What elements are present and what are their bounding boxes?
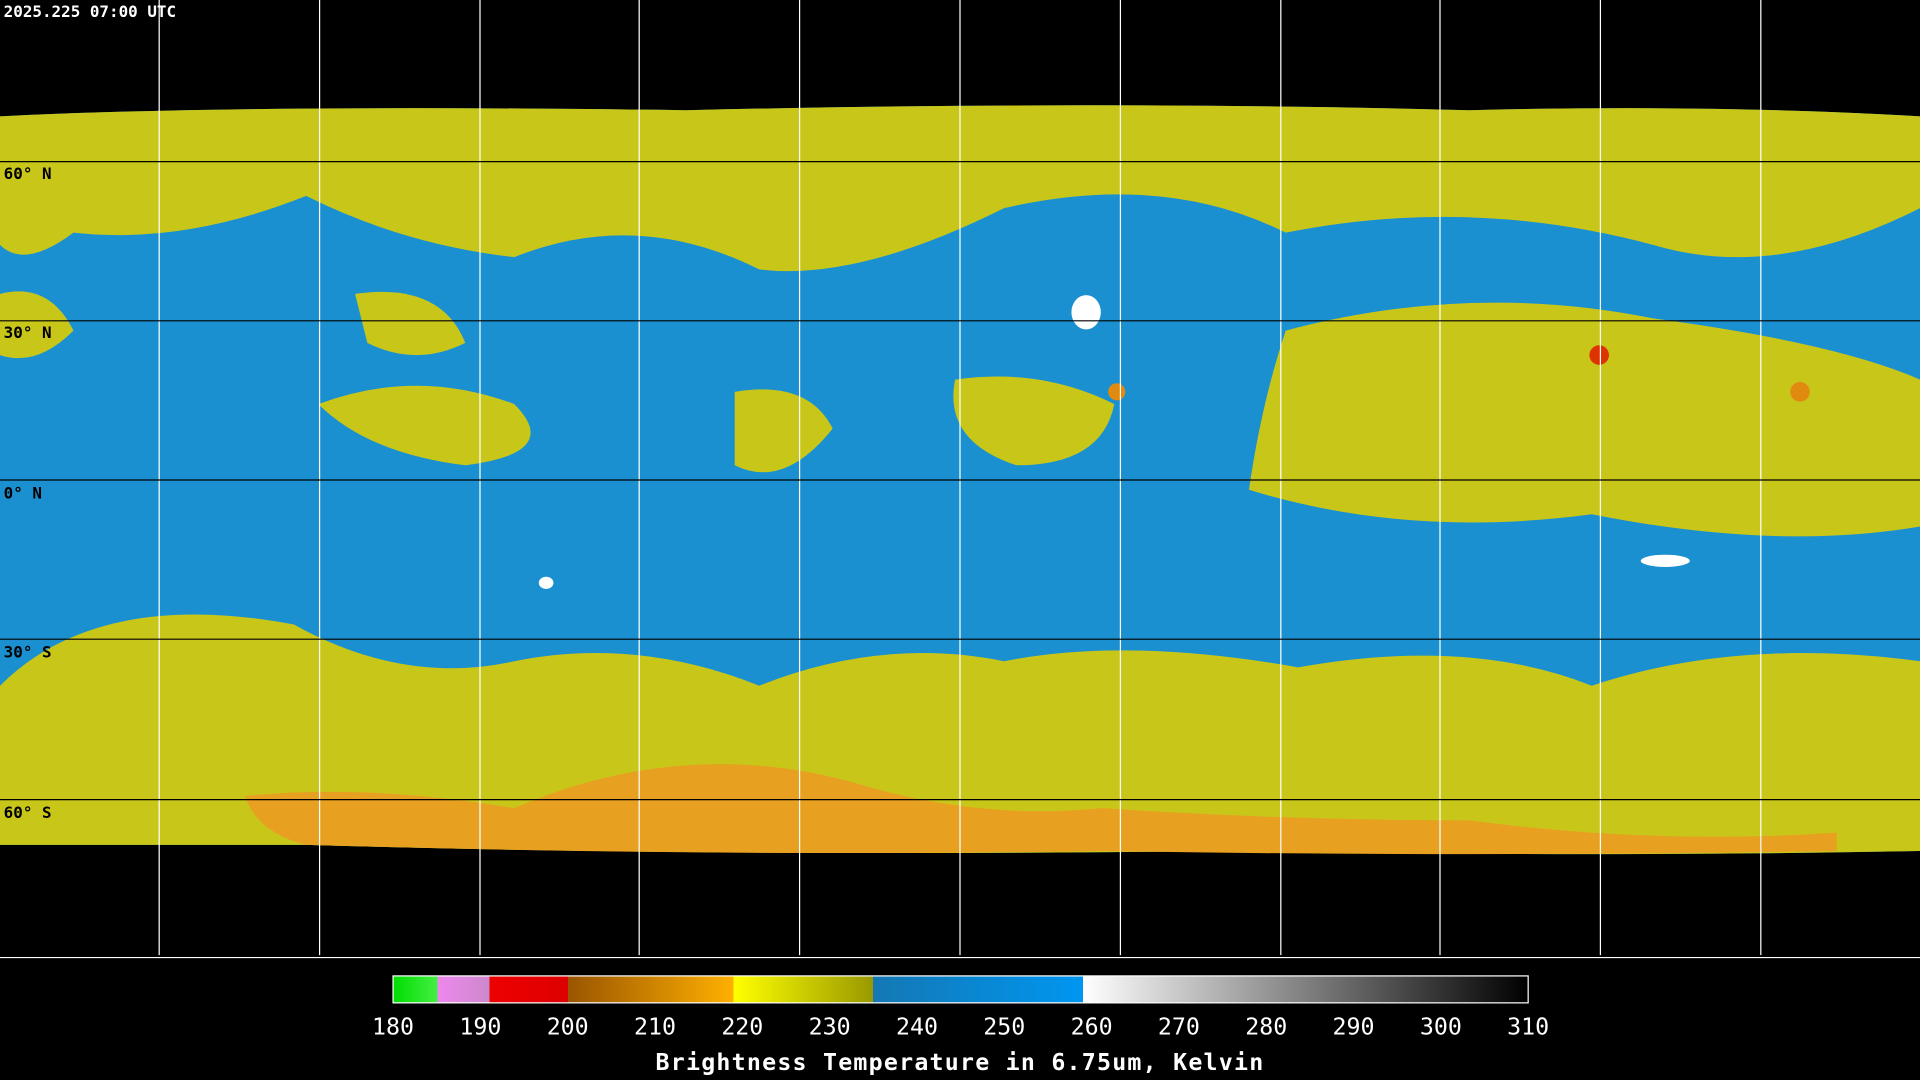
colorbar-tick-label: 220 [721,1014,763,1041]
lat-label: 60° N [4,164,52,183]
colorbar-tick-label: 230 [809,1014,851,1041]
timestamp: 2025.225 07:00 UTC [4,2,176,21]
colorbar-tick-label: 240 [896,1014,938,1041]
meridians [158,0,1762,956]
lat-label: 30° S [4,643,52,662]
colorbar-tick-label: 200 [547,1014,589,1041]
colorbar-ticks: 180 190 200 210 220 230 240 250 260 270 280 290 300 3… [372,1014,1549,1041]
colorbar-tick-label: 180 [372,1014,414,1041]
colorbar-tick-label: 300 [1420,1014,1462,1041]
colorbar-tick-label: 280 [1245,1014,1287,1041]
colorbar [392,975,1529,1004]
graticule [0,0,1920,959]
colorbar-tick-label: 310 [1507,1014,1549,1041]
lat-label: 60° S [4,803,52,822]
parallels [0,161,1920,801]
colorbar-tick-label: 210 [634,1014,676,1041]
colorbar-title: Brightness Temperature in 6.75um, Kelvin [656,1049,1265,1076]
colorbar-tick-label: 270 [1158,1014,1200,1041]
colorbar-tick-label: 190 [459,1014,501,1041]
colorbar-tick-label: 260 [1071,1014,1113,1041]
colorbar-tick-label: 290 [1333,1014,1375,1041]
lat-label: 0° N [4,483,42,502]
colorbar-tick-label: 250 [983,1014,1025,1041]
lat-label: 30° N [4,323,52,342]
